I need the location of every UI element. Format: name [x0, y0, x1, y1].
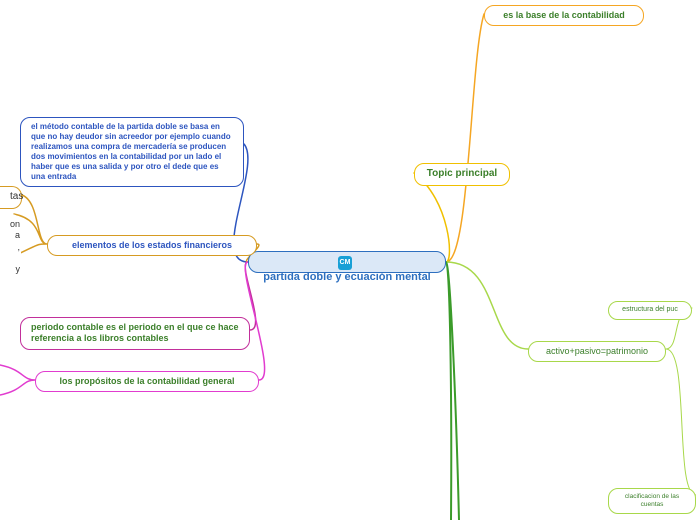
- node-metodo[interactable]: el método contable de la partida doble s…: [20, 117, 244, 187]
- node-equation-label: activo+pasivo=patrimonio: [546, 346, 648, 357]
- node-base-label: es la base de la contabilidad: [503, 10, 625, 21]
- node-estructura-label: estructura del puc: [622, 306, 678, 315]
- node-propositos[interactable]: los propósitos de la contabilidad genera…: [35, 371, 259, 392]
- node-topic-label: Topic principal: [427, 168, 497, 181]
- node-cuentas-label: tas: [10, 191, 23, 204]
- node-equation[interactable]: activo+pasivo=patrimonio: [528, 341, 666, 362]
- node-metodo-label: el método contable de la partida doble s…: [31, 122, 233, 182]
- node-clasif-label: clacificacion de las cuentas: [619, 493, 685, 509]
- node-periodo-label: periodo contable es el periodo en el que…: [31, 322, 239, 345]
- node-periodo[interactable]: periodo contable es el periodo en el que…: [20, 317, 250, 350]
- node-topic[interactable]: Topic principal: [414, 163, 510, 186]
- center-node-label: partida doble y ecuación mental: [263, 270, 431, 284]
- node-clipparagraph-label: on a , y: [10, 219, 20, 275]
- node-elementos[interactable]: elementos de los estados financieros: [47, 235, 257, 256]
- center-node[interactable]: CMpartida doble y ecuación mental: [248, 251, 446, 273]
- node-clasif[interactable]: clacificacion de las cuentas: [608, 488, 696, 514]
- node-propositos-label: los propósitos de la contabilidad genera…: [59, 376, 234, 387]
- node-clipparagraph[interactable]: on a , y: [0, 214, 21, 280]
- node-base[interactable]: es la base de la contabilidad: [484, 5, 644, 26]
- node-cuentas[interactable]: tas: [0, 186, 22, 209]
- node-elementos-label: elementos de los estados financieros: [72, 240, 232, 251]
- app-badge-icon: CM: [338, 256, 352, 270]
- node-estructura[interactable]: estructura del puc: [608, 301, 692, 320]
